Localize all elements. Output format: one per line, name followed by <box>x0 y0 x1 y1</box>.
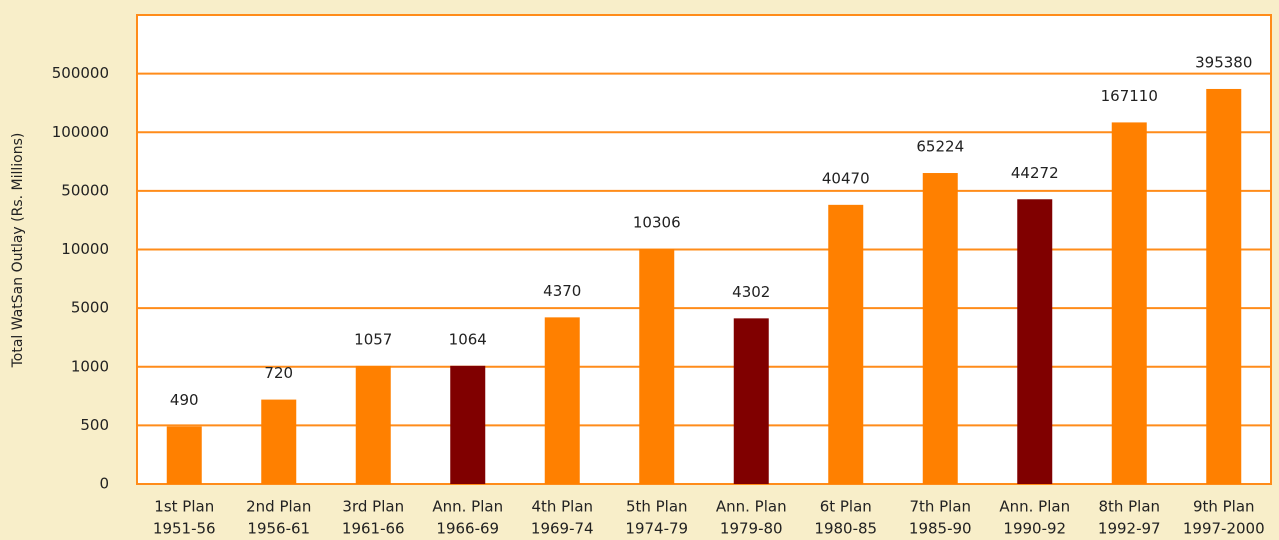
data-label: 4370 <box>543 282 581 300</box>
x-tick-label: 7th Plan <box>909 498 971 516</box>
data-label: 395380 <box>1195 53 1252 71</box>
x-tick-label: 2nd Plan <box>246 498 311 516</box>
y-axis-label: Total WatSan Outlay (Rs. Millions) <box>10 133 26 369</box>
x-tick-label: 1961-66 <box>342 520 405 538</box>
y-tick-label: 500000 <box>52 64 109 82</box>
bar <box>733 318 769 484</box>
x-tick-label: Ann. Plan <box>999 498 1070 516</box>
x-tick-label: 4th Plan <box>531 498 593 516</box>
x-tick-label: 1974-79 <box>625 520 688 538</box>
bar <box>166 426 202 484</box>
data-label: 1064 <box>449 330 487 348</box>
x-tick-label: 1997-2000 <box>1183 520 1265 538</box>
x-tick-label: 6t Plan <box>820 498 872 516</box>
bar <box>1017 199 1053 485</box>
y-tick-label: 50000 <box>61 181 109 199</box>
data-label: 40470 <box>822 169 870 187</box>
data-label: 167110 <box>1101 87 1158 105</box>
data-label: 4302 <box>732 283 770 301</box>
x-tick-label: 9th Plan <box>1193 498 1255 516</box>
y-tick-label: 500 <box>80 416 109 434</box>
data-label: 720 <box>264 364 293 382</box>
bar <box>922 173 958 485</box>
x-tick-label: 1956-61 <box>247 520 310 538</box>
x-tick-label: 1980-85 <box>814 520 877 538</box>
x-tick-label: 1979-80 <box>720 520 783 538</box>
x-tick-label: 5th Plan <box>626 498 688 516</box>
x-tick-label: 1951-56 <box>153 520 216 538</box>
x-tick-label: Ann. Plan <box>432 498 503 516</box>
x-tick-label: 1966-69 <box>436 520 499 538</box>
bar <box>544 317 580 484</box>
bar <box>828 204 864 484</box>
data-label: 1057 <box>354 330 392 348</box>
y-tick-label: 1000 <box>71 357 109 375</box>
y-tick-label: 100000 <box>52 123 109 141</box>
bar <box>1111 122 1147 485</box>
x-tick-label: 1990-92 <box>1003 520 1066 538</box>
y-tick-label: 0 <box>99 475 109 493</box>
x-tick-label: 1st Plan <box>154 498 214 516</box>
x-tick-label: 3rd Plan <box>342 498 404 516</box>
x-tick-label: Ann. Plan <box>716 498 787 516</box>
x-tick-label: 1969-74 <box>531 520 594 538</box>
x-tick-label: 1985-90 <box>909 520 972 538</box>
data-label: 490 <box>170 391 199 409</box>
bar <box>261 399 297 484</box>
bar <box>1206 88 1242 484</box>
x-tick-label: 1992-97 <box>1098 520 1161 538</box>
data-label: 10306 <box>633 214 681 232</box>
data-label: 44272 <box>1011 164 1059 182</box>
y-tick-label: 5000 <box>71 299 109 317</box>
bar <box>450 365 486 484</box>
x-tick-label: 8th Plan <box>1098 498 1160 516</box>
bar <box>355 365 391 484</box>
y-tick-label: 10000 <box>61 240 109 258</box>
bar <box>639 249 675 484</box>
data-label: 65224 <box>916 138 964 156</box>
